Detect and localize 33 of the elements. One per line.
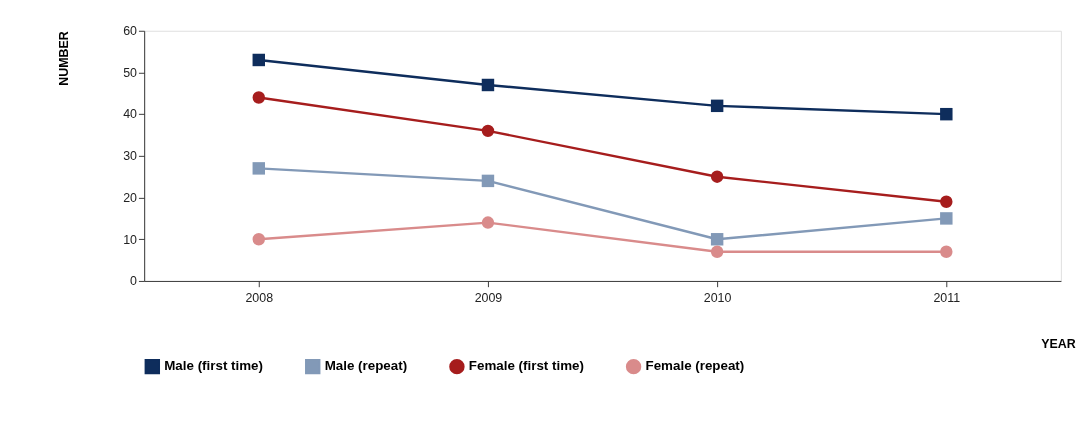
x-axis-title: YEAR xyxy=(1041,337,1076,352)
legend-label: Male (repeat) xyxy=(324,358,408,374)
point xyxy=(940,107,953,121)
y-tick-label: 10 xyxy=(123,232,138,247)
point xyxy=(940,195,953,208)
point xyxy=(481,124,495,138)
x-tick-label: 2009 xyxy=(474,291,503,306)
legend-label: Male (first time) xyxy=(164,358,263,374)
point xyxy=(252,233,265,246)
y-tick-label: 60 xyxy=(123,24,138,39)
point xyxy=(481,174,495,188)
x-tick-label: 2010 xyxy=(703,291,732,306)
point xyxy=(940,245,953,258)
y-tick-label: 50 xyxy=(123,65,138,80)
point xyxy=(252,91,265,104)
y-tick-label: 30 xyxy=(123,149,138,164)
point xyxy=(252,53,265,67)
legend-label: Female (repeat) xyxy=(645,358,745,374)
point xyxy=(252,162,265,175)
y-tick-label: 20 xyxy=(123,190,138,205)
point xyxy=(710,99,724,113)
x-tick-label: 2011 xyxy=(933,291,961,306)
point xyxy=(481,78,495,92)
point xyxy=(710,245,724,258)
y-axis-title: NUMBER xyxy=(56,31,71,86)
point xyxy=(481,216,495,229)
point xyxy=(940,212,953,225)
x-tick-label: 2008 xyxy=(245,291,274,306)
legend-label: Female (first time) xyxy=(468,358,584,374)
y-tick-label: 0 xyxy=(130,274,138,289)
point xyxy=(710,170,724,183)
point xyxy=(710,233,724,246)
y-tick-label: 40 xyxy=(123,107,138,122)
